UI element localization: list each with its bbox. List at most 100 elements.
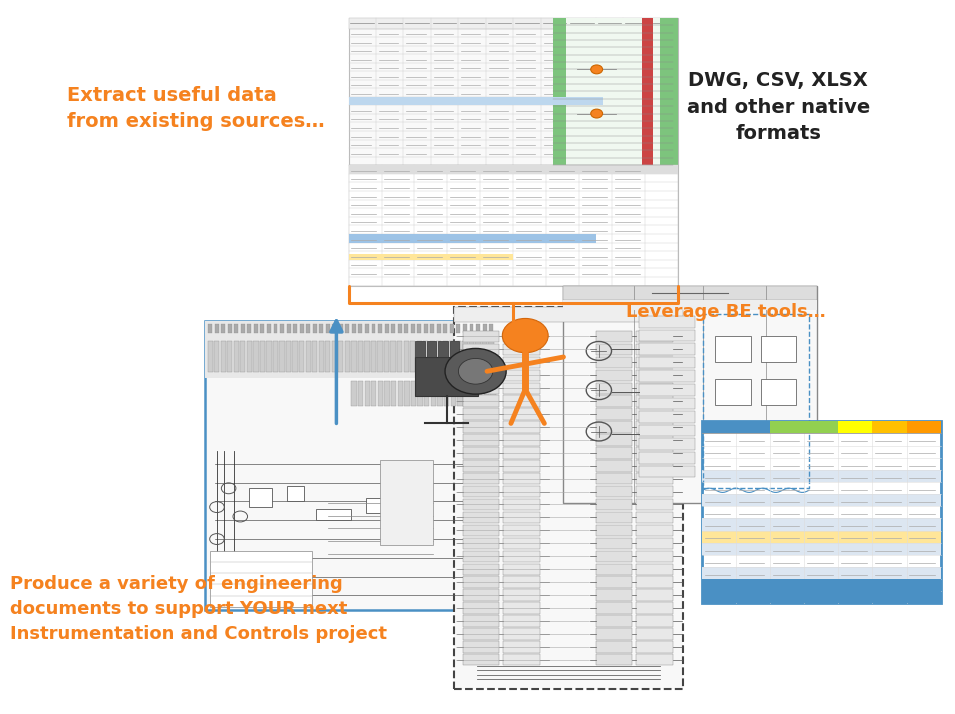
FancyBboxPatch shape xyxy=(596,512,632,523)
FancyBboxPatch shape xyxy=(358,324,362,333)
FancyBboxPatch shape xyxy=(205,321,497,610)
FancyBboxPatch shape xyxy=(417,324,421,333)
FancyBboxPatch shape xyxy=(503,499,540,511)
FancyBboxPatch shape xyxy=(636,654,672,665)
FancyBboxPatch shape xyxy=(736,421,770,433)
FancyBboxPatch shape xyxy=(702,421,736,433)
FancyBboxPatch shape xyxy=(431,324,435,333)
FancyBboxPatch shape xyxy=(636,512,672,523)
FancyBboxPatch shape xyxy=(351,341,356,372)
FancyBboxPatch shape xyxy=(463,525,499,536)
FancyBboxPatch shape xyxy=(463,383,499,394)
FancyBboxPatch shape xyxy=(306,341,310,372)
FancyBboxPatch shape xyxy=(377,341,383,372)
FancyBboxPatch shape xyxy=(416,341,422,372)
FancyBboxPatch shape xyxy=(640,411,695,423)
FancyBboxPatch shape xyxy=(503,421,540,433)
FancyBboxPatch shape xyxy=(636,370,672,381)
FancyBboxPatch shape xyxy=(437,381,443,406)
FancyBboxPatch shape xyxy=(469,341,474,372)
FancyBboxPatch shape xyxy=(411,324,414,333)
FancyBboxPatch shape xyxy=(371,381,376,406)
FancyBboxPatch shape xyxy=(596,460,632,471)
FancyBboxPatch shape xyxy=(292,341,298,372)
FancyBboxPatch shape xyxy=(563,286,817,300)
FancyBboxPatch shape xyxy=(596,499,632,511)
FancyBboxPatch shape xyxy=(702,494,941,506)
FancyBboxPatch shape xyxy=(351,381,356,406)
FancyBboxPatch shape xyxy=(345,341,350,372)
Circle shape xyxy=(502,318,548,353)
FancyBboxPatch shape xyxy=(503,460,540,471)
FancyBboxPatch shape xyxy=(349,234,596,243)
FancyBboxPatch shape xyxy=(436,324,441,333)
FancyBboxPatch shape xyxy=(349,165,678,174)
Text: Produce a variety of engineering
documents to support YOUR next
Instrumentation : Produce a variety of engineering documen… xyxy=(10,575,387,643)
FancyBboxPatch shape xyxy=(404,341,409,372)
FancyBboxPatch shape xyxy=(596,603,632,614)
FancyBboxPatch shape xyxy=(596,486,632,498)
FancyBboxPatch shape xyxy=(596,396,632,407)
FancyBboxPatch shape xyxy=(596,383,632,394)
FancyBboxPatch shape xyxy=(462,341,468,372)
FancyBboxPatch shape xyxy=(640,357,695,368)
FancyBboxPatch shape xyxy=(261,324,265,333)
FancyBboxPatch shape xyxy=(365,381,370,406)
FancyBboxPatch shape xyxy=(503,590,540,600)
FancyBboxPatch shape xyxy=(503,396,540,407)
FancyBboxPatch shape xyxy=(254,324,258,333)
FancyBboxPatch shape xyxy=(503,525,540,536)
FancyBboxPatch shape xyxy=(463,396,499,407)
FancyBboxPatch shape xyxy=(503,538,540,549)
FancyBboxPatch shape xyxy=(503,408,540,420)
FancyBboxPatch shape xyxy=(702,531,941,543)
FancyBboxPatch shape xyxy=(636,357,672,368)
FancyBboxPatch shape xyxy=(325,341,330,372)
FancyBboxPatch shape xyxy=(596,525,632,536)
FancyBboxPatch shape xyxy=(463,421,499,433)
FancyBboxPatch shape xyxy=(463,538,499,549)
FancyBboxPatch shape xyxy=(331,341,337,372)
FancyBboxPatch shape xyxy=(640,330,695,341)
FancyBboxPatch shape xyxy=(715,336,751,362)
FancyBboxPatch shape xyxy=(503,473,540,484)
FancyBboxPatch shape xyxy=(404,381,410,406)
FancyBboxPatch shape xyxy=(349,97,603,106)
FancyBboxPatch shape xyxy=(438,341,448,357)
FancyBboxPatch shape xyxy=(338,341,344,372)
FancyBboxPatch shape xyxy=(454,307,683,689)
FancyBboxPatch shape xyxy=(349,18,678,286)
FancyBboxPatch shape xyxy=(660,18,678,165)
FancyBboxPatch shape xyxy=(411,381,416,406)
FancyBboxPatch shape xyxy=(702,421,941,603)
FancyBboxPatch shape xyxy=(636,343,672,355)
FancyBboxPatch shape xyxy=(463,512,499,523)
FancyBboxPatch shape xyxy=(424,381,430,406)
FancyBboxPatch shape xyxy=(489,324,493,333)
FancyBboxPatch shape xyxy=(371,324,375,333)
FancyBboxPatch shape xyxy=(253,341,259,372)
FancyBboxPatch shape xyxy=(636,499,672,511)
FancyBboxPatch shape xyxy=(702,579,941,591)
FancyBboxPatch shape xyxy=(702,470,941,482)
FancyBboxPatch shape xyxy=(503,563,540,575)
FancyBboxPatch shape xyxy=(463,447,499,458)
FancyBboxPatch shape xyxy=(640,343,695,355)
FancyBboxPatch shape xyxy=(636,473,672,484)
FancyBboxPatch shape xyxy=(378,324,382,333)
FancyBboxPatch shape xyxy=(427,341,436,357)
FancyBboxPatch shape xyxy=(636,576,672,588)
FancyBboxPatch shape xyxy=(326,324,329,333)
FancyBboxPatch shape xyxy=(463,563,499,575)
FancyBboxPatch shape xyxy=(640,384,695,396)
FancyBboxPatch shape xyxy=(640,452,695,463)
FancyBboxPatch shape xyxy=(371,341,376,372)
FancyBboxPatch shape xyxy=(503,434,540,446)
FancyBboxPatch shape xyxy=(596,550,632,562)
FancyBboxPatch shape xyxy=(346,324,350,333)
FancyBboxPatch shape xyxy=(358,341,363,372)
FancyBboxPatch shape xyxy=(596,370,632,381)
Circle shape xyxy=(458,358,493,384)
FancyBboxPatch shape xyxy=(636,447,672,458)
FancyBboxPatch shape xyxy=(490,381,496,406)
